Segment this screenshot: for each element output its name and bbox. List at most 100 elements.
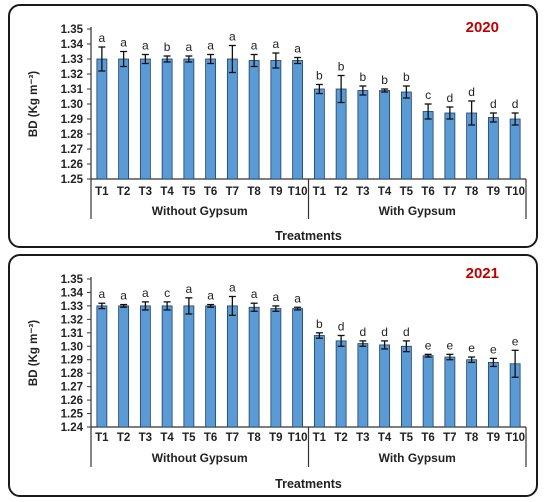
y-tick-label: 1.30 [61, 99, 83, 111]
x-tick-label: T5 [400, 186, 414, 198]
bar [270, 308, 282, 428]
bar [96, 305, 108, 428]
significance-letter: e [468, 341, 475, 355]
significance-letter: d [338, 320, 345, 334]
significance-letter: b [338, 60, 345, 74]
bar [161, 58, 173, 180]
x-tick-label: T9 [487, 432, 500, 444]
significance-letter: c [164, 286, 170, 300]
bar [487, 362, 499, 428]
x-tick-label: T4 [378, 186, 392, 198]
group-label: Without Gypsum [152, 204, 248, 218]
x-tick-label: T1 [95, 432, 109, 444]
x-tick-label: T7 [226, 432, 239, 444]
x-tick-label: T6 [421, 186, 434, 198]
significance-letter: d [360, 325, 367, 339]
x-axis-title: Treatments [275, 477, 342, 491]
x-tick-label: T2 [117, 186, 130, 198]
x-tick-label: T8 [465, 186, 479, 198]
y-tick-label: 1.35 [61, 274, 84, 286]
x-tick-label: T2 [334, 186, 347, 198]
chart-title: 2021 [466, 265, 499, 282]
significance-letter: a [229, 30, 236, 44]
significance-letter: a [120, 289, 127, 303]
x-tick-label: T2 [334, 432, 347, 444]
y-tick-label: 1.24 [61, 422, 84, 434]
bar [205, 58, 217, 180]
bar [400, 91, 412, 180]
bar [270, 60, 282, 180]
bar [313, 335, 325, 428]
significance-letter: a [273, 290, 280, 304]
bar [379, 90, 391, 180]
significance-letter: a [273, 37, 280, 51]
x-tick-label: T5 [400, 432, 414, 444]
significance-letter: e [447, 338, 454, 352]
x-tick-label: T1 [95, 186, 109, 198]
x-tick-label: T5 [182, 432, 196, 444]
x-tick-label: T10 [505, 186, 525, 198]
significance-letter: d [447, 91, 454, 105]
y-tick-label: 1.34 [61, 287, 84, 299]
bar [444, 356, 456, 428]
bar [313, 88, 325, 180]
x-tick-label: T2 [117, 432, 130, 444]
significance-letter: b [381, 73, 388, 87]
x-tick-label: T9 [487, 186, 500, 198]
x-tick-label: T4 [378, 432, 392, 444]
y-tick-label: 1.26 [61, 395, 83, 407]
significance-letter: a [142, 286, 149, 300]
y-axis-title: BD (Kg m⁻³) [28, 71, 40, 137]
significance-letter: a [99, 287, 106, 301]
significance-letter: c [425, 88, 431, 102]
x-tick-label: T6 [421, 432, 434, 444]
y-tick-label: 1.27 [61, 382, 83, 394]
y-tick-label: 1.28 [61, 129, 84, 141]
x-tick-label: T10 [505, 432, 525, 444]
x-axis-title: Treatments [275, 229, 342, 243]
significance-letter: d [381, 325, 388, 339]
significance-letter: a [120, 36, 127, 50]
chart-panel-2020: 2020 BD (Kg m⁻³) 1.25 1.26 1.27 1.28 1.29 1.30 1… [8, 4, 538, 248]
bar [509, 118, 521, 180]
significance-letter: a [99, 31, 106, 45]
x-tick-label: T8 [465, 432, 479, 444]
significance-letter: e [425, 338, 432, 352]
y-tick-label: 1.25 [61, 409, 84, 421]
significance-letter: a [229, 280, 236, 294]
x-tick-label: T3 [139, 432, 152, 444]
x-tick-label: T1 [313, 432, 327, 444]
bar [444, 112, 456, 180]
bar [139, 305, 151, 428]
bar [422, 355, 434, 428]
significance-letter: b [360, 70, 367, 84]
y-tick-label: 1.33 [61, 54, 83, 66]
significance-letter: a [186, 40, 193, 54]
chart-2020: 2020 BD (Kg m⁻³) 1.25 1.26 1.27 1.28 1.29 1.30 1… [28, 19, 527, 243]
y-tick-label: 1.26 [61, 159, 83, 171]
significance-letter: b [316, 69, 323, 83]
y-tick-label: 1.32 [61, 69, 83, 81]
y-tick-label: 1.30 [61, 341, 83, 353]
bar [487, 117, 499, 180]
y-tick-label: 1.28 [61, 368, 84, 380]
x-tick-label: T1 [313, 186, 327, 198]
bar [466, 359, 478, 428]
x-tick-label: T3 [356, 186, 369, 198]
bar [248, 60, 260, 180]
bar [357, 343, 369, 428]
x-tick-label: T9 [269, 432, 282, 444]
significance-letter: b [316, 317, 323, 331]
significance-letter: a [251, 287, 258, 301]
bar [205, 305, 217, 428]
significance-letter: d [403, 325, 410, 339]
bar [226, 305, 238, 428]
x-tick-label: T10 [288, 432, 308, 444]
x-tick-label: T4 [160, 432, 174, 444]
bar [139, 58, 151, 180]
y-tick-label: 1.32 [61, 314, 83, 326]
bar [161, 305, 173, 428]
chart-panel-2021: 2021 BD (Kg m⁻³) 1.24 1.25 1.26 1.27 1.28 1.29 1… [8, 254, 538, 497]
significance-letter: e [512, 334, 519, 348]
significance-letter: a [207, 289, 214, 303]
